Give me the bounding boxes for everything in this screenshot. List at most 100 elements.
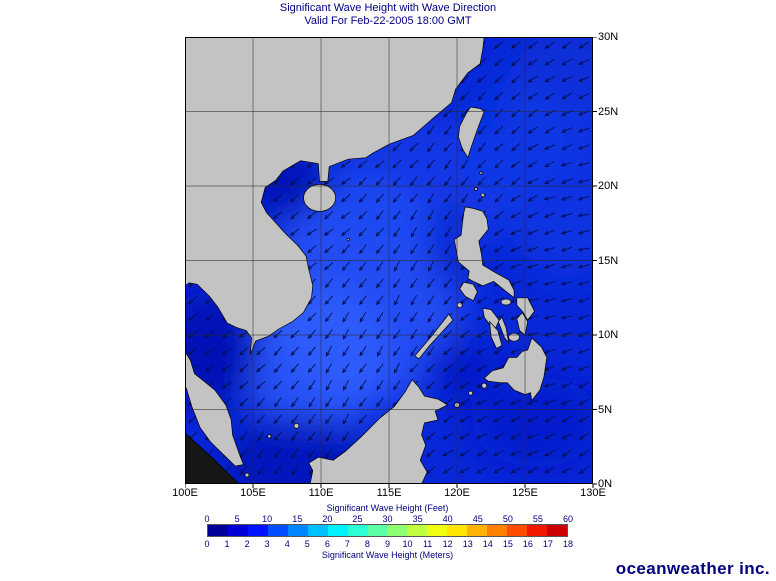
meter-tick-label: 7 bbox=[344, 539, 350, 549]
colorbar-segment bbox=[307, 525, 328, 536]
y-tick-label: 30N bbox=[598, 31, 619, 43]
feet-tick-label: 55 bbox=[532, 514, 543, 524]
meter-tick-label: 0 bbox=[204, 539, 210, 549]
page-title: Significant Wave Height with Wave Direct… bbox=[279, 2, 497, 14]
meter-tick-label: 6 bbox=[324, 539, 330, 549]
map bbox=[185, 37, 599, 490]
landmass-masbate bbox=[500, 298, 512, 306]
map-canvas bbox=[185, 37, 597, 488]
feet-tick-label: 10 bbox=[262, 514, 273, 524]
colorbar-segment bbox=[546, 525, 567, 536]
x-axis-labels: 100E 105E 110E 115E 120E 125E 130E bbox=[172, 487, 606, 501]
island-anambas bbox=[267, 434, 272, 439]
meter-tick-label: 17 bbox=[542, 539, 553, 549]
colorbar-segment bbox=[367, 525, 388, 536]
meter-tick-label: 1 bbox=[224, 539, 230, 549]
landmasses bbox=[185, 37, 548, 484]
axis-tick-marks bbox=[185, 37, 597, 488]
meter-tick-label: 3 bbox=[264, 539, 270, 549]
y-tick-label: 20N bbox=[598, 180, 619, 192]
feet-tick-label: 0 bbox=[204, 514, 210, 524]
meter-tick-label: 16 bbox=[522, 539, 533, 549]
y-tick-label: 0N bbox=[598, 478, 613, 490]
x-tick-label: 120E bbox=[444, 487, 470, 499]
feet-tick-label: 5 bbox=[234, 514, 240, 524]
meter-tick-label: 8 bbox=[364, 539, 370, 549]
colorbar-segment bbox=[407, 525, 428, 536]
colorbar-segment bbox=[347, 525, 368, 536]
island-babuyan-2 bbox=[474, 187, 478, 191]
landmass-samar bbox=[516, 297, 535, 321]
landmass-sumatra bbox=[185, 432, 240, 484]
meter-tick-row: 0 1 2 3 4 5 6 7 8 9 10 11 12 13 14 15 16 17 18 bbox=[204, 539, 573, 549]
meter-tick-label: 15 bbox=[502, 539, 513, 549]
x-tick-label: 125E bbox=[512, 487, 538, 499]
meter-tick-label: 4 bbox=[284, 539, 290, 549]
meter-tick-label: 5 bbox=[304, 539, 310, 549]
oceanweather-logo: oceanweather inc. bbox=[615, 559, 770, 578]
island-natuna bbox=[293, 423, 300, 429]
x-tick-label: 110E bbox=[308, 487, 334, 499]
colorbar-segment bbox=[227, 525, 248, 536]
legend-meters-label: Significant Wave Height (Meters) bbox=[321, 550, 454, 560]
x-tick-label: 100E bbox=[172, 487, 198, 499]
feet-tick-label: 15 bbox=[292, 514, 303, 524]
colorbar-segment bbox=[327, 525, 348, 536]
x-tick-label: 105E bbox=[240, 487, 266, 499]
meter-tick-label: 11 bbox=[422, 539, 433, 549]
y-tick-label: 10N bbox=[598, 329, 619, 341]
feet-tick-label: 35 bbox=[412, 514, 423, 524]
colorbar-segment bbox=[507, 525, 527, 536]
colorbar-segment bbox=[287, 525, 308, 536]
landmass-asia-mainland bbox=[185, 37, 485, 355]
colorbar-segment bbox=[387, 525, 408, 536]
landmass-bohol bbox=[508, 332, 520, 342]
landmass-hainan bbox=[303, 184, 336, 212]
x-tick-label: 115E bbox=[376, 487, 402, 499]
colorbar bbox=[207, 524, 568, 537]
island-paracel bbox=[346, 238, 350, 242]
landmass-borneo bbox=[308, 379, 449, 484]
feet-tick-label: 45 bbox=[472, 514, 483, 524]
landmass-mindoro bbox=[459, 281, 478, 302]
landmass-mindanao bbox=[483, 337, 548, 402]
map-frame bbox=[185, 37, 593, 484]
colorbar-segment bbox=[427, 525, 448, 536]
feet-tick-label: 30 bbox=[382, 514, 393, 524]
valid-time-subtitle: Valid For Feb-22-2005 18:00 GMT bbox=[304, 15, 472, 27]
x-tick-label: 130E bbox=[580, 487, 606, 499]
island-basilan bbox=[481, 382, 488, 389]
meter-tick-label: 14 bbox=[482, 539, 493, 549]
island-riau bbox=[244, 472, 250, 478]
feet-tick-label: 25 bbox=[352, 514, 363, 524]
colorbar-segment bbox=[487, 525, 508, 536]
colorbar-segment bbox=[527, 525, 547, 536]
landmass-luzon bbox=[453, 206, 515, 299]
legend-feet-label: Significant Wave Height (Feet) bbox=[326, 503, 449, 513]
y-axis-labels: 30N 25N 20N 15N 10N 5N 0N bbox=[598, 31, 638, 490]
meter-tick-label: 12 bbox=[442, 539, 453, 549]
y-tick-label: 5N bbox=[598, 403, 613, 416]
landmass-cebu bbox=[497, 316, 510, 344]
feet-tick-label: 60 bbox=[562, 514, 573, 524]
feet-tick-row: 0 5 10 15 20 25 30 35 40 45 50 55 60 bbox=[204, 514, 573, 524]
meter-tick-label: 10 bbox=[402, 539, 413, 549]
colorbar-segment bbox=[247, 525, 268, 536]
island-calamian bbox=[456, 302, 463, 309]
meter-tick-label: 2 bbox=[244, 539, 250, 549]
meter-tick-label: 13 bbox=[462, 539, 473, 549]
island-jolo bbox=[468, 390, 473, 396]
island-batanes bbox=[479, 171, 483, 175]
colorbar-segment bbox=[467, 525, 488, 536]
meter-tick-label: 18 bbox=[562, 539, 573, 549]
colorbar-segment bbox=[447, 525, 468, 536]
feet-tick-label: 40 bbox=[442, 514, 453, 524]
landmass-malay-peninsula bbox=[185, 350, 244, 467]
feet-tick-label: 20 bbox=[322, 514, 333, 524]
landmass-taiwan bbox=[458, 106, 485, 159]
feet-tick-label: 50 bbox=[502, 514, 513, 524]
y-tick-label: 15N bbox=[598, 254, 619, 267]
y-tick-label: 25N bbox=[598, 105, 619, 118]
colorbar-segment bbox=[267, 525, 288, 536]
